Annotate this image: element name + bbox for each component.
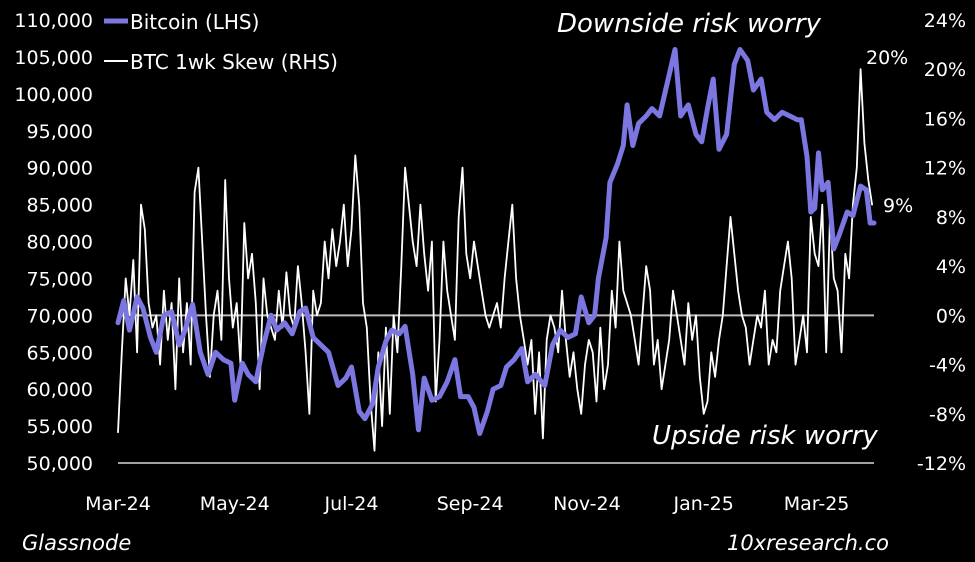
left-tick-label: 90,000	[27, 158, 93, 180]
left-tick-label: 85,000	[27, 195, 93, 217]
right-tick-label: 4%	[936, 256, 966, 278]
left-tick-label: 105,000	[14, 47, 93, 69]
annotation-upside: Upside risk worry	[652, 421, 878, 451]
x-tick-label: Jan-25	[672, 493, 733, 515]
peak-value-label: 20%	[866, 47, 908, 69]
left-tick-label: 75,000	[27, 268, 93, 290]
right-tick-label: -4%	[929, 355, 966, 377]
annotation-downside: Downside risk worry	[557, 9, 822, 39]
right-axis-ticks: -12% -8% -4% 0% 4% 8% 12% 16% 20% 24%	[917, 10, 966, 475]
left-tick-label: 70,000	[27, 305, 93, 327]
legend-label-skew: BTC 1wk Skew (RHS)	[130, 50, 338, 74]
left-tick-label: 60,000	[27, 379, 93, 401]
right-tick-label: -12%	[917, 453, 966, 475]
left-tick-label: 100,000	[14, 84, 93, 106]
source-right: 10xresearch.co	[727, 531, 889, 555]
x-tick-label: Sep-24	[437, 493, 504, 515]
x-tick-label: Mar-24	[85, 493, 151, 515]
left-tick-label: 55,000	[27, 416, 93, 438]
source-left: Glassnode	[22, 531, 131, 555]
x-tick-label: May-24	[200, 493, 270, 515]
x-axis-ticks: Mar-24 May-24 Jul-24 Sep-24 Nov-24 Jan-25 Mar-…	[85, 493, 849, 515]
left-tick-label: 110,000	[14, 10, 93, 32]
left-tick-label: 50,000	[27, 453, 93, 475]
x-tick-label: Mar-25	[784, 493, 850, 515]
legend-label-bitcoin: Bitcoin (LHS)	[130, 10, 259, 34]
left-tick-label: 80,000	[27, 232, 93, 254]
right-tick-label: 24%	[924, 10, 966, 32]
last-value-label: 9%	[883, 195, 913, 217]
right-tick-label: 12%	[924, 158, 966, 180]
right-tick-label: 16%	[924, 108, 966, 130]
bitcoin-price-line	[115, 47, 877, 436]
left-axis-ticks: 50,000 55,000 60,000 65,000 70,000 75,000 80,0…	[14, 10, 93, 475]
series-layer	[115, 47, 877, 452]
left-tick-label: 65,000	[27, 342, 93, 364]
right-tick-label: -8%	[929, 404, 966, 426]
btc-skew-line	[117, 68, 873, 452]
right-tick-label: 8%	[936, 207, 966, 229]
right-tick-label: 0%	[936, 305, 966, 327]
x-tick-label: Nov-24	[553, 493, 621, 515]
left-tick-label: 95,000	[27, 121, 93, 143]
legend: Bitcoin (LHS) BTC 1wk Skew (RHS)	[104, 10, 338, 74]
x-tick-label: Jul-24	[324, 493, 379, 515]
right-tick-label: 20%	[924, 59, 966, 81]
